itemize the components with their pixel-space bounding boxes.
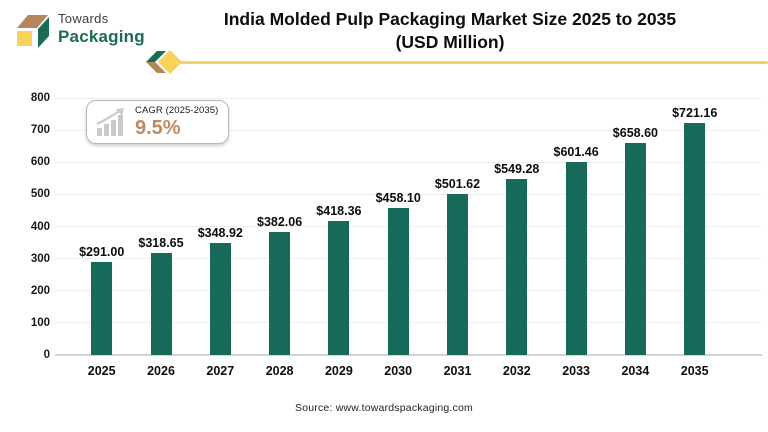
source-note: Source: www.towardspackaging.com [295,402,473,414]
x-axis-baseline [55,354,762,356]
bar-value-label: $721.16 [672,106,718,121]
chart-title-line1: India Molded Pulp Packaging Market Size … [223,9,677,29]
x-tick-label: 2028 [265,364,294,378]
cagr-badge-texts: CAGR (2025-2035) 9.5% [135,106,218,139]
bar-value-label: $291.00 [79,244,125,259]
x-tick-label: 2033 [562,364,590,378]
y-tick-label: 300 [30,252,50,265]
brand-name-packaging: Packaging [58,27,145,46]
x-tick-label: 2030 [384,364,413,378]
bar-2027 [209,242,231,355]
x-tick-label: 2031 [443,364,472,378]
bar-value-label: $501.62 [434,176,481,191]
bar-chart-plot-area: $291.00 2025 $318.65 2026 $348.92 2027 $382.06… [55,97,762,378]
bar-2026 [150,252,172,355]
x-tick-label: 2029 [324,364,353,378]
bar-2028 [269,232,291,355]
bar-value-label: $418.36 [316,203,362,218]
x-tick-label: 2034 [621,364,650,378]
y-tick-label: 600 [30,156,50,169]
gridline [55,129,762,131]
bar-value-label: $601.46 [553,144,599,159]
y-tick-label: 0 [43,349,50,361]
divider-diamond-icon [146,50,182,74]
y-tick-label: 800 [30,92,50,104]
bar-value-label: $549.28 [494,161,540,176]
x-tick-label: 2027 [206,364,235,378]
x-tick-label: 2035 [680,364,709,378]
chart-title: India Molded Pulp Packaging Market Size … [136,8,764,54]
brand-logo-text: Towards Packaging [58,12,145,45]
growth-chart-icon [96,108,124,136]
bar-2030 [387,207,409,355]
bar-value-label: $658.60 [612,126,658,141]
bar-2033 [565,161,587,355]
bar-2031 [447,193,468,355]
brand-name-towards: Towards [58,11,109,26]
gridline [55,193,762,195]
x-tick-label: 2026 [147,364,175,378]
bar-value-label: $348.92 [197,225,243,240]
bar-value-label: $318.65 [138,235,184,250]
box-logo-icon [17,15,49,48]
bar-2032 [506,178,528,355]
bar-2034 [624,143,646,355]
x-tick-label: 2032 [502,364,531,378]
cagr-badge: CAGR (2025-2035) 9.5% [86,100,229,144]
y-tick-label: 200 [30,284,50,297]
bar-2025 [91,261,113,355]
chart-title-line2: (USD Million) [395,32,505,52]
y-tick-label: 400 [30,220,50,233]
cagr-value: 9.5% [135,117,181,140]
y-tick-label: 700 [30,124,50,137]
bar-value-label: $382.06 [257,215,303,230]
cagr-label: CAGR (2025-2035) [135,104,219,116]
bar-2029 [328,220,350,355]
x-tick-label: 2025 [87,364,116,378]
gridline [55,161,762,163]
bar-2035 [684,123,706,355]
brand-logo: Towards Packaging [14,10,145,50]
bar-value-label: $458.10 [375,190,421,205]
y-tick-label: 500 [30,188,50,201]
y-tick-label: 100 [30,316,50,329]
divider-line [178,61,768,64]
gridline [55,97,762,99]
